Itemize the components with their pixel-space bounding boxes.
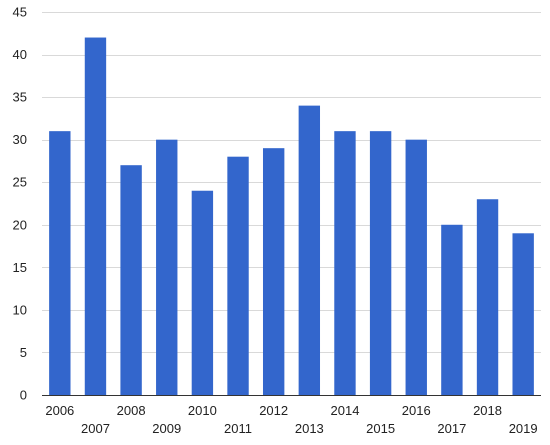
y-tick-label: 30 — [13, 132, 27, 147]
bar-2018 — [476, 199, 499, 395]
y-tick-label: 35 — [13, 90, 27, 105]
y-tick-label: 45 — [13, 5, 27, 20]
x-tick-label: 2014 — [331, 403, 360, 418]
y-axis-tick-labels: 0 5 10 15 20 25 30 35 40 45 — [13, 5, 27, 403]
y-tick-label: 20 — [13, 217, 27, 232]
x-tick-label: 2017 — [437, 421, 466, 436]
y-tick-label: 0 — [20, 388, 27, 403]
x-axis-tick-labels: 2006 2007 2008 2009 2010 2011 2012 2013 2014 2015… — [45, 403, 537, 436]
bar-2013 — [298, 105, 321, 395]
x-tick-label: 2012 — [259, 403, 288, 418]
x-tick-label: 2018 — [473, 403, 502, 418]
y-tick-label: 5 — [20, 345, 27, 360]
bar-2010 — [191, 190, 214, 395]
x-tick-label: 2008 — [117, 403, 146, 418]
bar-2007 — [84, 37, 107, 396]
bar-2016 — [405, 139, 427, 395]
x-tick-label: 2015 — [366, 421, 395, 436]
bar-2015 — [369, 131, 392, 395]
x-tick-label: 2009 — [152, 421, 181, 436]
x-tick-label: 2011 — [224, 421, 252, 436]
x-tick-label: 2019 — [509, 421, 538, 436]
gridlines — [42, 12, 541, 396]
bar-2008 — [120, 165, 142, 395]
y-tick-label: 10 — [13, 302, 27, 317]
x-tick-label: 2007 — [81, 421, 110, 436]
bar-2019 — [512, 233, 534, 395]
bar-2014 — [334, 131, 356, 395]
x-tick-label: 2006 — [45, 403, 74, 418]
x-tick-label: 2013 — [295, 421, 324, 436]
bar-2017 — [441, 224, 463, 395]
bar-2009 — [156, 139, 178, 395]
bar-2006 — [49, 131, 71, 395]
bar-2012 — [262, 148, 285, 395]
y-tick-label: 25 — [13, 175, 27, 190]
y-tick-label: 40 — [13, 47, 27, 62]
x-tick-label: 2016 — [402, 403, 431, 418]
x-tick-label: 2010 — [188, 403, 217, 418]
bars — [49, 37, 534, 396]
bar-2011 — [227, 156, 249, 395]
y-tick-label: 15 — [13, 260, 27, 275]
